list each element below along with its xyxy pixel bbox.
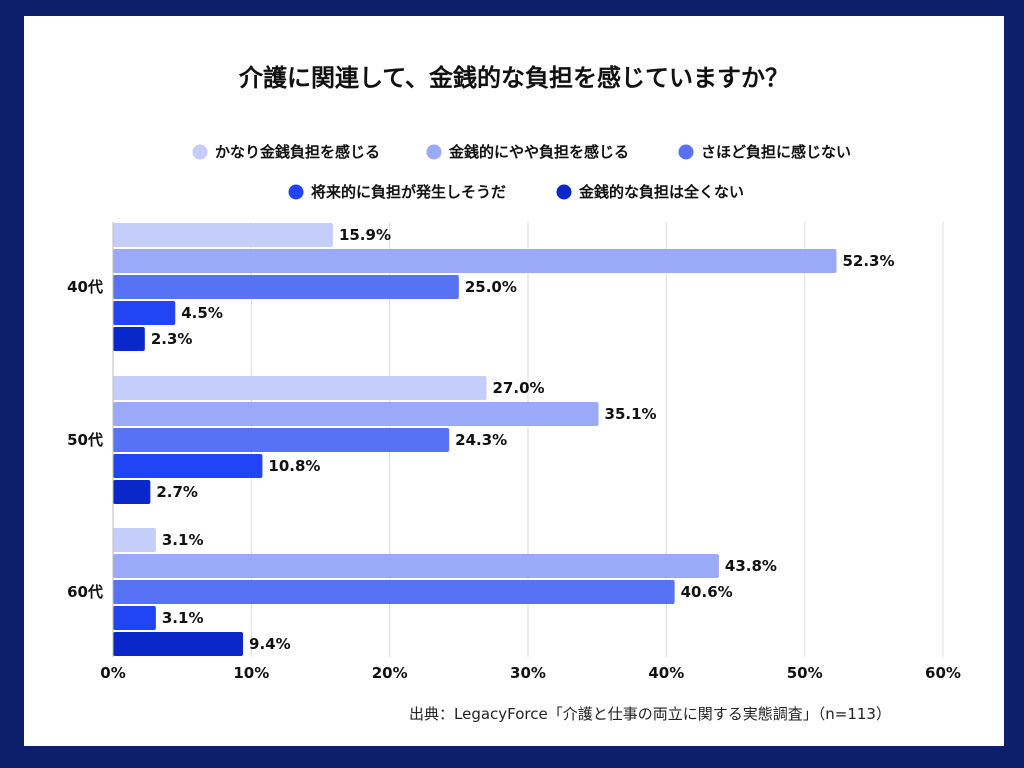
bar-value-label: 2.3% — [151, 330, 193, 348]
legend-item: さほど負担に感じない — [678, 143, 851, 161]
bar — [113, 632, 244, 656]
source-note: 出典：LegacyForce「介護と仕事の両立に関する実態調査」（n=113） — [409, 705, 891, 723]
bar-value-label: 3.1% — [162, 531, 204, 549]
bar-value-label: 24.3% — [455, 431, 507, 449]
bar — [113, 275, 459, 299]
legend: かなり金銭負担を感じる 金銭的にやや負担を感じる さほど負担に感じない将来的に負担が… — [192, 143, 851, 201]
bar — [113, 327, 145, 351]
bar-value-label: 2.7% — [156, 483, 198, 501]
legend-label: さほど負担に感じない — [701, 143, 851, 161]
chart-title: 介護に関連して、金銭的な負担を感じていますか？ — [238, 64, 789, 92]
legend-swatch — [426, 144, 442, 160]
x-tick-label: 40% — [648, 664, 684, 682]
x-tick-label: 60% — [925, 664, 961, 682]
legend-label: かなり金銭負担を感じる — [215, 143, 380, 161]
bars — [113, 223, 837, 656]
x-tick-label: 0% — [100, 664, 125, 682]
legend-label: 将来的に負担が発生しそうだ — [311, 183, 506, 201]
bar-value-label: 3.1% — [162, 609, 204, 627]
legend-item: 金銭的な負担は全くない — [556, 183, 744, 201]
legend-label: 金銭的な負担は全くない — [578, 183, 744, 201]
legend-swatch — [288, 184, 304, 200]
bar — [113, 580, 675, 604]
bar — [113, 223, 333, 247]
axes: 0% 10% 20% 30% 40% 50% 60% 40代 50代 60代 — [67, 222, 961, 682]
bar-value-label: 43.8% — [725, 557, 777, 575]
legend-swatch — [678, 144, 694, 160]
bar-value-label: 10.8% — [268, 457, 320, 475]
bar-value-label: 4.5% — [181, 304, 223, 322]
bar — [113, 454, 263, 478]
bar-chart: 介護に関連して、金銭的な負担を感じていますか？ かなり金銭負担を感じる 金銭的にや… — [67, 64, 961, 723]
x-tick-label: 50% — [787, 664, 823, 682]
legend-label: 金銭的にやや負担を感じる — [448, 143, 629, 161]
bar — [113, 249, 837, 273]
bar — [113, 554, 719, 578]
category-label: 60代 — [67, 583, 103, 601]
bar — [113, 301, 176, 325]
chart-card: 介護に関連して、金銭的な負担を感じていますか？ かなり金銭負担を感じる 金銭的にや… — [24, 16, 1004, 746]
category-label: 40代 — [67, 278, 103, 296]
bar-value-label: 35.1% — [605, 405, 657, 423]
legend-swatch — [556, 184, 572, 200]
x-tick-label: 30% — [510, 664, 546, 682]
data-labels: 15.9% 52.3% 25.0% 4.5% 2.3% 27.0% 35.1% 24.3% 10… — [151, 226, 895, 653]
bar — [113, 402, 599, 426]
bar-value-label: 25.0% — [465, 278, 517, 296]
bar — [113, 428, 450, 452]
x-tick-label: 10% — [233, 664, 269, 682]
legend-item: 将来的に負担が発生しそうだ — [288, 183, 506, 201]
bar — [113, 480, 151, 504]
category-label: 50代 — [67, 431, 103, 449]
bar — [113, 606, 156, 630]
bar-value-label: 27.0% — [493, 379, 545, 397]
bar-value-label: 52.3% — [842, 252, 894, 270]
bar-value-label: 15.9% — [339, 226, 391, 244]
legend-item: 金銭的にやや負担を感じる — [426, 143, 629, 161]
legend-swatch — [192, 144, 208, 160]
x-tick-label: 20% — [372, 664, 408, 682]
bar — [113, 376, 487, 400]
bar — [113, 528, 156, 552]
bar-value-label: 40.6% — [681, 583, 733, 601]
bar-value-label: 9.4% — [249, 635, 291, 653]
legend-item: かなり金銭負担を感じる — [192, 143, 380, 161]
